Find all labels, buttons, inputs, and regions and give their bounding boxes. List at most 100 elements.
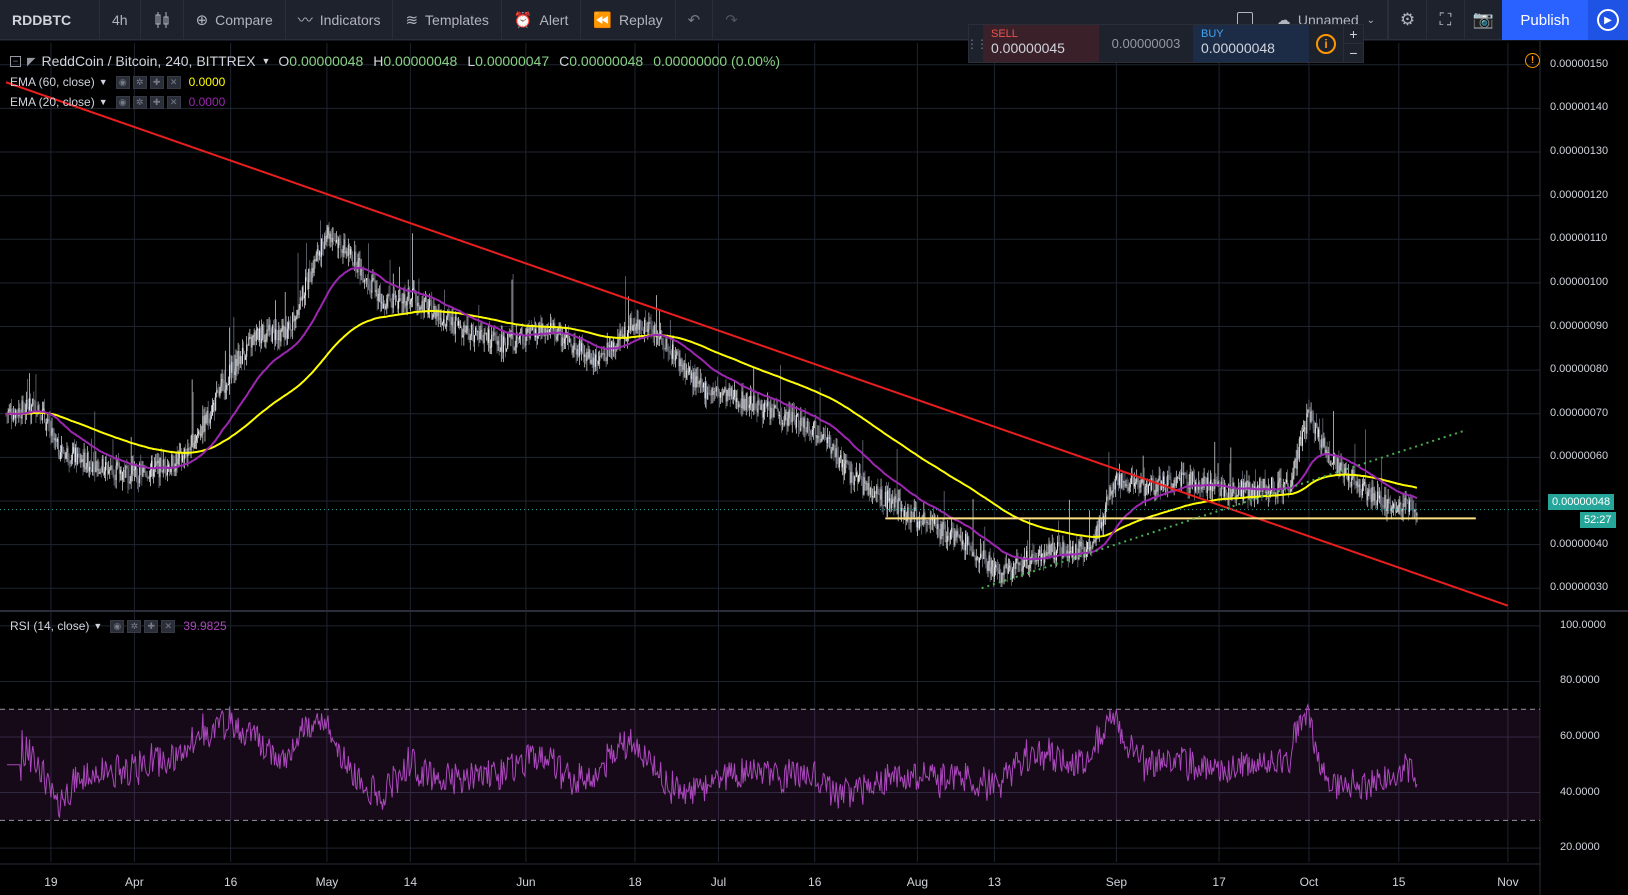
eye-icon[interactable]: ◉ <box>115 95 130 109</box>
compare-button[interactable]: ⊕ Compare <box>184 0 286 40</box>
chart-area[interactable] <box>0 41 1628 895</box>
collapse-icon[interactable]: − <box>10 55 21 67</box>
candle <box>1101 521 1103 527</box>
indicators-button[interactable]: 〰 Indicators <box>286 0 394 40</box>
candle <box>878 493 880 495</box>
candle <box>1328 451 1330 465</box>
candle <box>1215 479 1217 483</box>
fullscreen-button[interactable]: ⛶ <box>1426 0 1464 40</box>
candle <box>479 331 481 340</box>
more-icon[interactable]: ✚ <box>144 619 159 633</box>
candle <box>252 336 254 338</box>
candle <box>1191 472 1193 487</box>
candle <box>323 244 325 249</box>
publish-button[interactable]: Publish <box>1502 0 1588 40</box>
plus-button[interactable]: + <box>1349 26 1358 42</box>
candle <box>122 471 124 480</box>
candle <box>609 344 611 351</box>
candle <box>885 491 887 509</box>
info-button[interactable]: i <box>1309 25 1343 62</box>
chart-type-button[interactable] <box>141 0 184 40</box>
candle <box>1030 557 1032 565</box>
candle <box>526 329 528 337</box>
candle <box>1326 449 1328 455</box>
trading-panel: ⋮⋮ SELL 0.00000045 0.00000003 BUY 0.0000… <box>966 24 1364 63</box>
warning-icon[interactable]: ! <box>1525 53 1540 68</box>
symbol-search-button[interactable]: RDDBTC <box>0 0 100 40</box>
candle <box>601 353 603 357</box>
candle <box>750 396 752 405</box>
candle <box>314 259 316 262</box>
candle <box>1170 478 1172 489</box>
candle <box>608 344 610 347</box>
symbol-title[interactable]: ReddCoin / Bitcoin, 240, BITTREX <box>41 53 256 69</box>
eye-icon[interactable]: ◉ <box>110 619 125 633</box>
alert-button[interactable]: ⏰ Alert <box>502 0 582 40</box>
play-button[interactable]: ▶ <box>1588 0 1628 40</box>
candle <box>1295 458 1297 469</box>
low-key: L <box>467 53 476 69</box>
candle <box>652 330 654 337</box>
candle <box>256 328 258 331</box>
candle <box>805 430 807 433</box>
candle <box>216 390 218 394</box>
chart-canvas[interactable] <box>0 41 1628 895</box>
candle <box>1037 552 1039 562</box>
candle <box>643 329 645 334</box>
candle <box>347 244 349 256</box>
more-icon[interactable]: ✚ <box>149 75 164 89</box>
candle <box>264 340 266 342</box>
caret-down-icon[interactable]: ▼ <box>98 97 108 107</box>
undo-icon: ↶ <box>687 11 701 29</box>
interval-button[interactable]: 4h <box>100 0 141 40</box>
candle <box>468 332 470 340</box>
undo-button[interactable]: ↶ <box>676 0 714 40</box>
close-icon[interactable]: ✕ <box>166 75 181 89</box>
candle <box>1316 427 1318 437</box>
candle <box>125 466 127 478</box>
minus-button[interactable]: − <box>1344 43 1363 62</box>
indicator-controls: ◉ ✲ ✚ ✕ <box>110 619 176 633</box>
candle <box>1141 479 1143 483</box>
redo-button[interactable]: ↷ <box>713 0 750 40</box>
candle <box>94 466 96 473</box>
candle <box>1379 495 1381 499</box>
gear-icon[interactable]: ✲ <box>127 619 142 633</box>
candle <box>772 410 774 418</box>
candle <box>759 401 761 410</box>
candle <box>987 563 989 571</box>
caret-down-icon[interactable]: ▼ <box>98 77 108 87</box>
candle <box>255 330 257 342</box>
ema20-label[interactable]: EMA (20, close) <box>10 95 95 109</box>
gear-icon[interactable]: ✲ <box>132 75 147 89</box>
candle <box>32 398 34 406</box>
candle <box>1185 473 1187 475</box>
candle <box>1377 491 1379 499</box>
caret-down-icon[interactable]: ▼ <box>261 56 271 66</box>
close-icon[interactable]: ✕ <box>161 619 176 633</box>
ema60-label[interactable]: EMA (60, close) <box>10 75 95 89</box>
rsi-label[interactable]: RSI (14, close) <box>10 619 90 633</box>
snapshot-button[interactable]: 📷 <box>1464 0 1502 40</box>
gear-icon[interactable]: ✲ <box>132 95 147 109</box>
drag-handle-icon[interactable]: ⋮⋮ <box>966 36 988 51</box>
candle <box>603 353 605 355</box>
more-icon[interactable]: ✚ <box>149 95 164 109</box>
buy-button[interactable]: BUY 0.00000048 <box>1193 25 1309 62</box>
settings-button[interactable]: ⚙ <box>1388 0 1426 40</box>
candle <box>110 465 112 470</box>
close-icon[interactable]: ✕ <box>166 95 181 109</box>
sell-button[interactable]: SELL 0.00000045 <box>983 25 1099 62</box>
replay-button[interactable]: ⏪ Replay <box>581 0 676 40</box>
candle <box>936 524 938 530</box>
candle <box>571 346 573 353</box>
candle <box>345 251 347 253</box>
candle <box>61 445 63 453</box>
candle <box>714 391 716 393</box>
templates-button[interactable]: ≋ Templates <box>393 0 502 40</box>
eye-icon[interactable]: ◉ <box>115 75 130 89</box>
candle <box>1386 508 1388 512</box>
caret-down-icon[interactable]: ▼ <box>93 621 103 631</box>
candle <box>370 290 372 293</box>
candle <box>666 338 668 347</box>
